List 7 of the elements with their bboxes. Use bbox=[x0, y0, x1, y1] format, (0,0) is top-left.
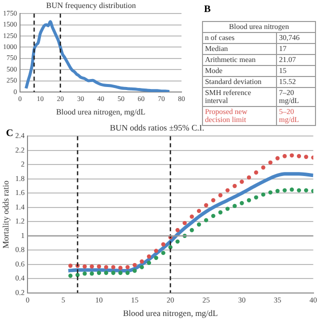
x-axis-title: Blood urea nitrogen, mg/dL bbox=[56, 107, 146, 116]
y-axis-title: Mortality odds ratio bbox=[0, 180, 10, 248]
x-axis-title: Blood urea nitrogen, mg/dL bbox=[122, 308, 218, 318]
text: C bbox=[6, 128, 14, 139]
text: B bbox=[204, 4, 212, 15]
chart-title: BUN frequency distribution bbox=[46, 0, 136, 10]
chart-title: BUN odds ratios ±95% C.I. bbox=[110, 122, 204, 132]
